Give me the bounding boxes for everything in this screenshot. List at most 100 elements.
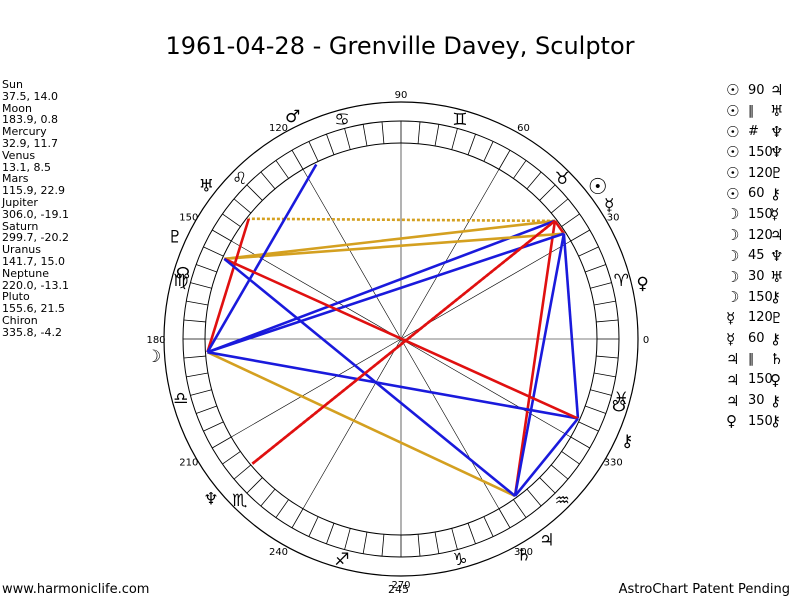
zodiac-sign-icon: ♊	[452, 110, 467, 130]
aspect-row: ☽ 30 ♅	[726, 266, 790, 287]
aspect-planet-glyph: ♃	[770, 226, 784, 245]
planet-name: Venus	[2, 148, 36, 162]
degree-tick	[246, 477, 263, 494]
aspect-type: 150	[748, 289, 773, 305]
aspect-line	[223, 257, 516, 497]
aspect-row: ☉ 60 ⚷	[726, 183, 790, 204]
lunar-node-icon: ☋	[612, 397, 626, 416]
planet-coords: 299.7, -20.2	[2, 231, 69, 245]
planet-coords: 13.1, 8.5	[2, 160, 51, 174]
aspect-row: ☉ 120 ♇	[726, 163, 790, 184]
aspect-row: ☿ 120 ♇	[726, 308, 790, 329]
planet-name: Pluto	[2, 290, 30, 304]
degree-tick	[467, 134, 476, 155]
aspect-row: ☉ # ♆	[726, 121, 790, 142]
aspect-planet-glyph: ☉	[726, 184, 740, 203]
degree-tick	[203, 421, 224, 432]
website-link[interactable]: www.harmoniclife.com	[2, 582, 150, 597]
degree-tick	[578, 246, 599, 257]
aspect-row: ☉ ∥ ♅	[726, 101, 790, 122]
degree-tick	[539, 184, 556, 201]
aspect-line	[513, 220, 557, 497]
chart-title: 1961-04-28 - Grenville Davey, Sculptor	[165, 32, 635, 60]
degree-tick	[260, 488, 276, 507]
degree-tick	[196, 405, 217, 414]
aspect-type: 60	[748, 331, 765, 347]
degree-tick	[362, 531, 368, 554]
planet-name: Sun	[2, 78, 23, 91]
degree-tick	[326, 134, 335, 155]
planet-coords: 115.9, 22.9	[2, 184, 65, 198]
aspect-planet-glyph: ☿	[726, 329, 736, 348]
planet-name: Mercury	[2, 125, 47, 139]
aspect-planet-glyph: ♇	[770, 308, 784, 327]
aspect-line	[206, 163, 318, 353]
degree-tick	[344, 128, 351, 150]
degree-label: 30	[607, 213, 620, 224]
degree-tick	[550, 198, 569, 214]
aspect-planet-glyph: ☉	[726, 164, 740, 183]
aspect-type: 120	[748, 165, 773, 181]
aspect-row: ☽ 45 ♆	[726, 246, 790, 267]
degree-tick	[590, 389, 612, 396]
sign-spoke	[302, 338, 402, 509]
degree-tick	[578, 421, 599, 432]
degree-tick	[233, 464, 252, 480]
planet-name: Uranus	[2, 243, 41, 257]
aspect-line	[206, 351, 516, 498]
aspect-line	[224, 219, 556, 261]
degree-tick	[417, 534, 421, 557]
aspect-line	[206, 218, 250, 353]
aspect-planet-glyph: ♃	[726, 391, 740, 410]
aspect-line	[206, 219, 556, 354]
aspect-planet-glyph: ♄	[770, 350, 784, 369]
degree-tick	[451, 528, 458, 550]
degree-tick	[590, 282, 612, 289]
planet-coords: 32.9, 11.7	[2, 136, 58, 150]
aspect-line	[248, 217, 555, 223]
zodiac-sign-icon: ♑	[452, 550, 467, 570]
degree-label: 0	[643, 335, 649, 346]
degree-tick	[275, 499, 289, 518]
planet-name: Saturn	[2, 219, 39, 233]
aspect-row: ☿ 60 ⚷	[726, 328, 790, 349]
degree-label: 180	[146, 335, 165, 346]
degree-tick	[593, 372, 616, 378]
planet-coords: 37.5, 14.0	[2, 89, 58, 103]
aspect-planet-glyph: ☿	[726, 308, 736, 327]
planet-glyph-icon: ♃	[539, 531, 554, 551]
aspect-type: ∥	[748, 103, 755, 119]
degree-tick	[203, 246, 224, 257]
aspect-planet-glyph: ⚷	[770, 391, 781, 410]
degree-tick	[570, 229, 590, 242]
planet-name: Moon	[2, 101, 32, 115]
degree-tick	[183, 355, 206, 359]
degree-tick	[291, 508, 304, 528]
aspect-planet-glyph: ☉	[726, 143, 740, 162]
aspect-planet-glyph: ♀	[770, 370, 781, 389]
degree-tick	[308, 516, 319, 537]
aspect-planet-glyph: ⚷	[770, 329, 781, 348]
degree-tick	[596, 319, 619, 323]
sign-spoke	[302, 169, 402, 340]
aspect-type: ∥	[748, 351, 755, 367]
zodiac-sign-icon: ♏	[232, 491, 247, 511]
planet-glyph-icon: ♆	[203, 489, 218, 509]
aspect-row: ♃ 150 ♀	[726, 370, 790, 391]
sign-spoke	[400, 338, 500, 509]
aspect-row: ♃ ∥ ♄	[726, 349, 790, 370]
planet-glyph-icon: ♂	[285, 107, 300, 127]
aspect-planet-glyph: ☽	[726, 288, 740, 307]
degree-tick	[451, 128, 458, 150]
aspect-line	[251, 219, 556, 465]
degree-tick	[190, 282, 212, 289]
zodiac-sign-icon: ♓	[614, 389, 629, 409]
planet-coords: 220.0, -13.1	[2, 278, 69, 292]
aspect-type: 45	[748, 248, 765, 264]
aspect-line	[207, 350, 579, 420]
aspect-planet-glyph: ☉	[726, 122, 740, 141]
aspect-line	[224, 232, 564, 261]
planet-glyph-icon: ⚷	[621, 432, 633, 452]
aspect-planet-glyph: ☽	[726, 226, 740, 245]
